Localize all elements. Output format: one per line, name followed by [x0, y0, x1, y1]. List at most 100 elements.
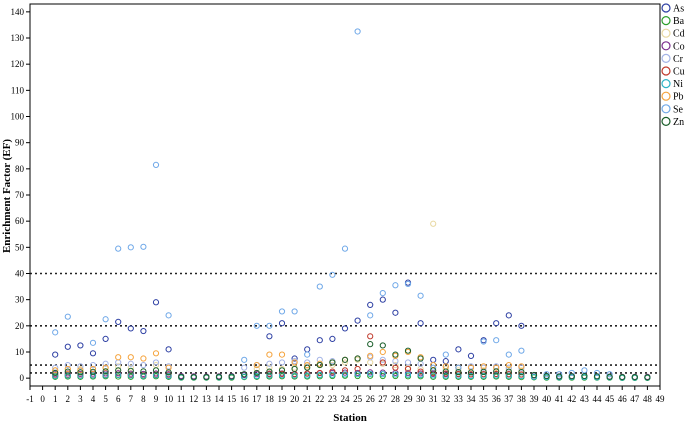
y-tick-label: 120: [11, 59, 25, 69]
point-as: [467, 352, 475, 360]
point-cu: [404, 365, 412, 373]
point-zn: [253, 369, 260, 377]
point-se: [556, 371, 563, 378]
x-tick-label: 18: [265, 394, 275, 404]
point-ni: [341, 371, 349, 378]
point-ni: [493, 372, 500, 379]
y-tick-label: 110: [11, 85, 25, 95]
point-pb: [140, 355, 147, 362]
point-cr: [241, 364, 248, 371]
point-as: [354, 317, 361, 324]
point-ba: [354, 372, 361, 380]
point-pb: [152, 350, 160, 357]
point-se: [442, 351, 449, 358]
point-zn: [631, 374, 638, 381]
x-tick-label: 6: [116, 394, 121, 404]
point-zn: [505, 368, 512, 375]
x-tick-label: 25: [353, 394, 363, 404]
x-tick-label: 38: [517, 394, 527, 404]
point-zn: [152, 367, 160, 374]
point-zn: [341, 356, 349, 363]
y-tick-label: 90: [15, 138, 25, 148]
x-tick-label: 19: [278, 394, 288, 404]
point-cd: [518, 367, 525, 374]
x-tick-label: 15: [227, 394, 237, 404]
x-tick-label: 29: [404, 394, 414, 404]
x-tick-label: 10: [164, 394, 174, 404]
point-se: [568, 369, 575, 377]
point-pb: [115, 354, 122, 361]
point-cr: [152, 359, 160, 366]
point-as: [89, 350, 97, 357]
point-as: [367, 301, 374, 308]
point-zn: [316, 361, 323, 369]
point-ba: [367, 372, 374, 379]
point-cu: [455, 370, 462, 378]
plot-frame: [29, 3, 661, 387]
point-cr: [89, 361, 97, 369]
point-zn: [291, 365, 298, 373]
point-ni: [354, 371, 361, 378]
point-as: [278, 320, 286, 327]
point-cr: [379, 356, 386, 363]
point-se: [316, 283, 323, 290]
legend-marker: [661, 16, 671, 26]
x-tick-label: 44: [593, 394, 603, 404]
point-as: [341, 325, 349, 332]
y-tick-label: 100: [11, 112, 25, 122]
point-as: [329, 335, 336, 343]
point-cr: [102, 360, 109, 367]
point-se: [379, 290, 386, 297]
point-se: [278, 308, 286, 315]
x-tick-label: 26: [366, 394, 376, 404]
point-as: [316, 337, 323, 344]
point-se: [480, 338, 487, 345]
legend-label: Zn: [673, 117, 684, 128]
point-zn: [430, 367, 437, 374]
x-tick-label: 16: [240, 394, 250, 404]
x-tick-label: -1: [26, 394, 34, 404]
x-tick-label: 0: [40, 394, 45, 404]
x-tick-label: 33: [454, 394, 464, 404]
point-se: [430, 364, 437, 371]
point-ni: [442, 372, 449, 379]
point-pb: [102, 364, 109, 371]
point-as: [304, 346, 311, 353]
point-zn: [644, 374, 651, 381]
point-as: [442, 358, 449, 365]
x-tick-label: 39: [530, 394, 540, 404]
legend-marker: [661, 66, 671, 76]
point-se: [581, 367, 588, 374]
point-se: [329, 271, 336, 278]
x-tick-label: 35: [479, 394, 489, 404]
point-zn: [228, 373, 235, 380]
point-se: [404, 280, 412, 288]
point-se: [341, 245, 349, 252]
point-as: [140, 327, 147, 335]
point-zn: [165, 369, 172, 376]
legend-label: Cr: [673, 54, 684, 65]
point-pb: [278, 351, 286, 358]
x-tick-label: 36: [492, 394, 502, 404]
point-pb: [64, 365, 71, 373]
x-tick-label: 9: [154, 394, 159, 404]
point-as: [505, 312, 512, 319]
x-tick-label: 1: [53, 394, 58, 404]
point-as: [102, 335, 109, 343]
point-zn: [367, 341, 374, 348]
point-zn: [278, 367, 286, 374]
point-pb: [304, 361, 311, 369]
point-zn: [530, 371, 538, 379]
series-as: [52, 279, 525, 365]
point-pb: [518, 363, 525, 370]
point-ni: [417, 371, 424, 379]
legend-label: Co: [673, 41, 685, 52]
point-se: [266, 322, 273, 329]
series-zn: [52, 341, 651, 381]
point-as: [152, 299, 160, 306]
point-cu: [467, 371, 475, 378]
point-ni: [140, 372, 147, 379]
point-cr: [64, 361, 71, 369]
point-se: [127, 244, 134, 251]
